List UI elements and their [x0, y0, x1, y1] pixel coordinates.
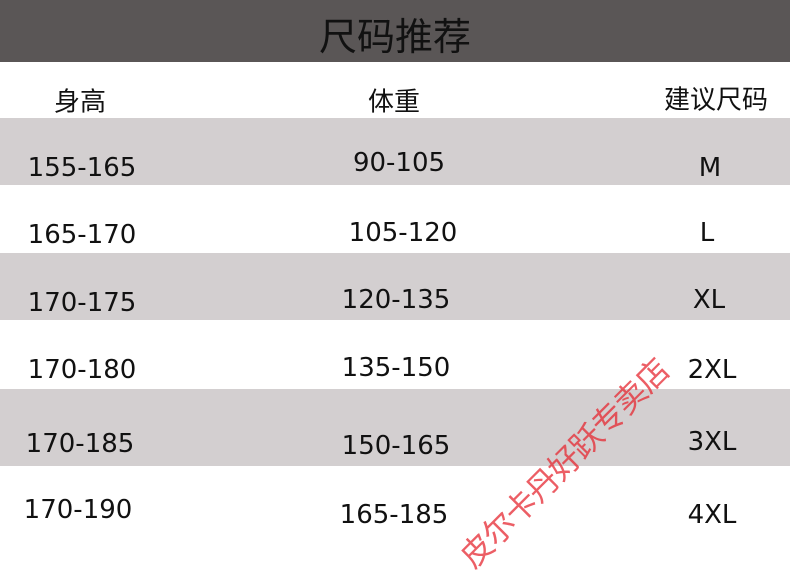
cell-height: 170-190 [23, 495, 133, 525]
cell-size: 3XL [687, 427, 737, 457]
header-size: 建议尺码 [663, 85, 769, 116]
cell-size: 2XL [687, 355, 737, 385]
cell-height: 165-170 [27, 220, 137, 250]
header-weight: 体重 [367, 87, 421, 118]
cell-weight: 105-120 [348, 218, 458, 248]
cell-size: XL [692, 285, 726, 315]
cell-weight: 90-105 [352, 148, 446, 178]
chart-title: 尺码推荐 [318, 15, 471, 59]
cell-height: 170-175 [27, 288, 137, 318]
stripe-row [0, 118, 790, 185]
cell-size: L [699, 218, 715, 248]
stripe-row [0, 389, 790, 466]
title-bar [0, 0, 790, 62]
cell-weight: 135-150 [341, 353, 451, 383]
stripe-row [0, 253, 790, 320]
header-height: 身高 [53, 87, 107, 118]
cell-height: 170-180 [27, 355, 137, 385]
cell-height: 155-165 [27, 153, 137, 183]
cell-weight: 120-135 [341, 285, 451, 315]
cell-size: M [698, 153, 722, 183]
cell-height: 170-185 [25, 429, 135, 459]
cell-size: 4XL [687, 500, 737, 530]
cell-weight: 165-185 [339, 500, 449, 530]
cell-weight: 150-165 [341, 431, 451, 461]
